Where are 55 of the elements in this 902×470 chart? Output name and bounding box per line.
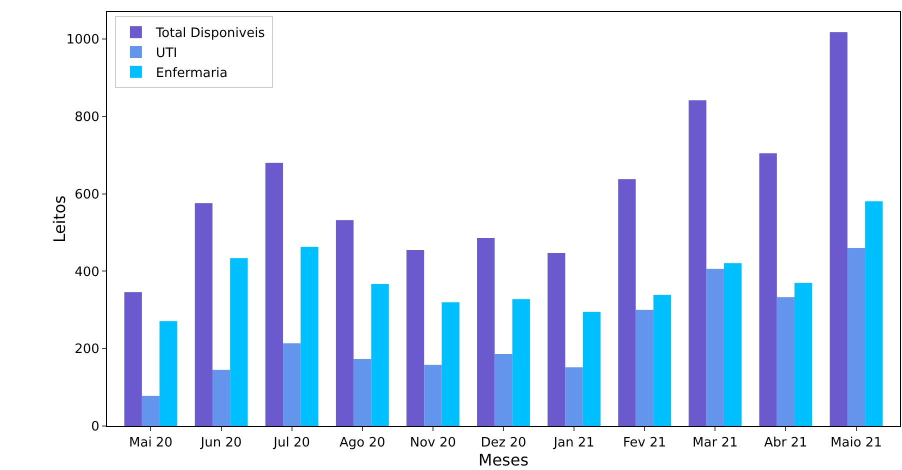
- bar: [706, 268, 724, 426]
- bar: [300, 246, 318, 426]
- legend-label: UTI: [156, 46, 178, 62]
- bar: [212, 370, 230, 426]
- bar: [830, 32, 848, 426]
- bar: [636, 310, 654, 426]
- x-tick-label: Fev 21: [623, 436, 666, 451]
- bar: [548, 253, 566, 426]
- y-tick-label: 400: [74, 264, 100, 280]
- bar: [847, 248, 866, 426]
- bar: [406, 250, 424, 426]
- bar: [371, 284, 389, 426]
- bar: [776, 297, 795, 426]
- bar: [794, 282, 812, 426]
- x-tick-label: Jun 20: [200, 436, 242, 451]
- bar: [477, 238, 495, 426]
- bar: [194, 203, 212, 426]
- legend-label: Enfermaria: [156, 66, 228, 81]
- bar: [618, 179, 636, 426]
- x-tick-label: Maio 21: [830, 436, 882, 451]
- bar: [230, 258, 248, 426]
- y-tick-label: 800: [74, 110, 100, 126]
- bar: [759, 153, 777, 426]
- bar: [160, 321, 178, 426]
- bar: [442, 302, 460, 426]
- y-tick-label: 200: [74, 342, 100, 358]
- bar: [724, 263, 742, 426]
- bar: [424, 364, 442, 426]
- y-tick-label: 600: [74, 187, 100, 202]
- x-tick-label: Mar 21: [692, 436, 738, 451]
- y-tick-label: 1000: [66, 32, 100, 48]
- bar: [582, 312, 601, 426]
- x-tick-label: Jan 21: [552, 436, 594, 451]
- x-tick-label: Jul 20: [272, 436, 310, 451]
- bar: [265, 162, 284, 426]
- bar: [653, 294, 672, 426]
- bar: [565, 367, 583, 426]
- bar: [688, 100, 706, 426]
- bar: [124, 292, 142, 426]
- bar: [494, 354, 512, 426]
- bar: [336, 220, 354, 426]
- y-tick-label: 0: [91, 420, 100, 435]
- x-tick-label: Mai 20: [129, 436, 172, 451]
- bar: [865, 201, 883, 426]
- bar: [142, 396, 160, 426]
- x-tick-label: Abr 21: [764, 436, 808, 451]
- x-tick-label: Ago 20: [340, 436, 386, 451]
- legend-label: Total Disponiveis: [154, 26, 266, 42]
- x-axis-title: Meses: [478, 450, 529, 470]
- y-axis-title: Leitos: [50, 195, 69, 243]
- x-tick-label: Nov 20: [410, 436, 456, 451]
- bar: [512, 299, 530, 426]
- bar: [354, 359, 372, 426]
- bar: [283, 343, 301, 426]
- x-tick-label: Dez 20: [480, 436, 526, 451]
